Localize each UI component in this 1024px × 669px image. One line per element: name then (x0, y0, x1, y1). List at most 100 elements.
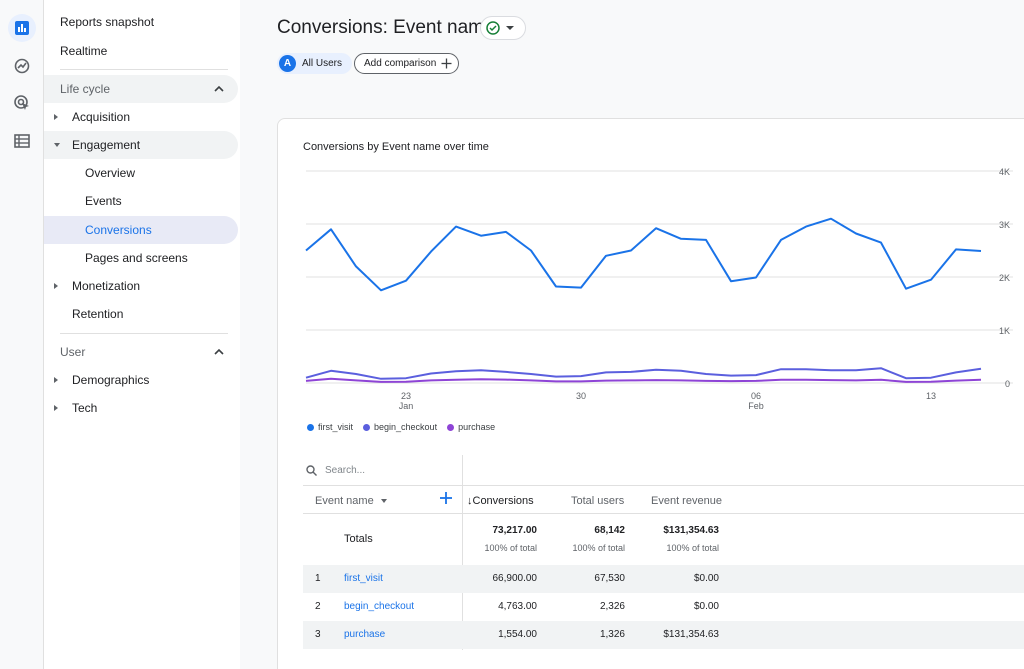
nav-label: Engagement (72, 138, 141, 152)
search-icon (306, 464, 317, 476)
row-conversions: 1,554.00 (498, 629, 537, 640)
main-content: Conversions: Event name A All Users Add … (240, 0, 1024, 669)
col-header-label: Event name (315, 495, 374, 507)
nav-label: Retention (72, 307, 124, 321)
explore-nav-button[interactable] (8, 52, 36, 80)
nav-label: Realtime (60, 44, 108, 58)
nav-overview[interactable]: Overview (44, 159, 238, 187)
row-total-users: 67,530 (594, 573, 625, 584)
section-label: Life cycle (60, 82, 111, 96)
col-header-conversions[interactable]: ↓Conversions (467, 495, 534, 507)
nav-acquisition[interactable]: Acquisition (44, 103, 238, 131)
nav-pages-and-screens[interactable]: Pages and screens (44, 244, 238, 272)
column-divider (462, 455, 463, 650)
reports-sidebar: Reports snapshot Realtime Life cycle Acq… (44, 0, 240, 669)
add-comparison-button[interactable]: Add comparison (354, 53, 460, 74)
y-tick-label: 1K (999, 326, 1010, 336)
configure-nav-button[interactable] (8, 127, 36, 155)
add-comparison-label: Add comparison (364, 58, 437, 69)
col-header-total-users[interactable]: Total users (571, 495, 624, 507)
nav-label: Demographics (72, 373, 150, 387)
chevron-up-icon (214, 348, 224, 355)
segment-badge: A (279, 55, 296, 72)
nav-realtime[interactable]: Realtime (44, 37, 238, 65)
table-row[interactable]: 1 first_visit 66,900.00 67,530 $0.00 (303, 565, 1024, 593)
target-cursor-icon (14, 95, 29, 110)
nav-section-lifecycle[interactable]: Life cycle (44, 75, 238, 103)
row-event-revenue: $0.00 (693, 601, 719, 612)
plus-icon (441, 58, 452, 69)
legend-swatch (447, 423, 455, 431)
nav-reports-snapshot[interactable]: Reports snapshot (44, 8, 238, 36)
caret-down-icon (54, 143, 60, 147)
legend-item-first-visit[interactable]: first_visit (307, 422, 353, 432)
row-event-revenue: $131,354.63 (663, 629, 719, 640)
totals-event-revenue-pct: 100% of total (666, 543, 719, 553)
report-status-dropdown[interactable] (480, 16, 526, 40)
y-tick-label: 4K (999, 167, 1010, 177)
nav-section-user[interactable]: User (44, 338, 238, 366)
nav-label: Reports snapshot (60, 15, 155, 29)
y-tick-label: 2K (999, 273, 1010, 283)
totals-label: Totals (344, 533, 373, 545)
nav-conversions[interactable]: Conversions (44, 216, 238, 244)
nav-label: Pages and screens (85, 251, 188, 265)
event-name-link[interactable]: purchase (344, 629, 386, 640)
divider (303, 513, 1024, 514)
y-tick-label: 0 (1005, 379, 1010, 389)
all-users-comparison-chip[interactable]: A All Users (277, 53, 353, 74)
nav-engagement[interactable]: Engagement (44, 131, 238, 159)
sort-desc-icon: ↓ (467, 495, 473, 507)
x-tick-label: 30 (576, 391, 586, 401)
reports-nav-button[interactable] (8, 14, 36, 42)
chevron-up-icon (214, 85, 224, 92)
add-dimension-icon[interactable] (439, 491, 453, 505)
legend-swatch (363, 423, 371, 431)
legend-item-purchase[interactable]: purchase (447, 422, 495, 432)
nav-tech[interactable]: Tech (44, 394, 238, 422)
row-index: 2 (315, 601, 321, 612)
col-header-label: Total users (571, 495, 625, 507)
caret-right-icon (54, 283, 58, 289)
divider (303, 485, 1024, 486)
col-header-event-name[interactable]: Event name (315, 495, 388, 507)
nav-label: Conversions (85, 223, 152, 237)
dropdown-arrow-icon (380, 499, 387, 503)
row-event-revenue: $0.00 (693, 573, 719, 584)
list-icon (14, 134, 30, 148)
legend-label: purchase (458, 422, 496, 432)
row-conversions: 66,900.00 (492, 573, 538, 584)
table-row[interactable]: 3 purchase 1,554.00 1,326 $131,354.63 (303, 621, 1024, 649)
event-name-link[interactable]: first_visit (344, 573, 383, 584)
event-name-link[interactable]: begin_checkout (344, 601, 415, 612)
advertising-nav-button[interactable] (8, 89, 36, 117)
series-line-begin-checkout (305, 367, 982, 380)
report-card: Conversions by Event name over time 4K 3K… (277, 118, 1024, 669)
nav-retention[interactable]: Retention (44, 300, 238, 328)
caret-right-icon (54, 405, 58, 411)
caret-right-icon (54, 377, 58, 383)
nav-demographics[interactable]: Demographics (44, 366, 238, 394)
legend-label: first_visit (318, 422, 354, 432)
nav-events[interactable]: Events (44, 187, 238, 215)
page-title: Conversions: Event name (277, 17, 495, 38)
x-tick-month-label: Jan (399, 401, 414, 411)
col-header-label: Event revenue (651, 495, 722, 507)
row-conversions: 4,763.00 (498, 601, 537, 612)
row-total-users: 1,326 (599, 629, 625, 640)
x-tick-label: 06 (751, 391, 761, 401)
legend-item-begin-checkout[interactable]: begin_checkout (363, 422, 437, 432)
x-tick-label: 23 (401, 391, 411, 401)
bar-chart-icon (15, 21, 29, 35)
table-search-input[interactable]: Search... (303, 455, 463, 485)
row-index: 3 (315, 629, 321, 640)
icon-rail (0, 0, 44, 669)
totals-conversions: 73,217.00 (492, 525, 538, 536)
segment-label: All Users (302, 58, 343, 69)
table-row[interactable]: 2 begin_checkout 4,763.00 2,326 $0.00 (303, 593, 1024, 621)
nav-monetization[interactable]: Monetization (44, 272, 238, 300)
nav-label: Acquisition (72, 110, 131, 124)
x-tick-month-label: Feb (748, 401, 764, 411)
col-header-event-revenue[interactable]: Event revenue (651, 495, 722, 507)
